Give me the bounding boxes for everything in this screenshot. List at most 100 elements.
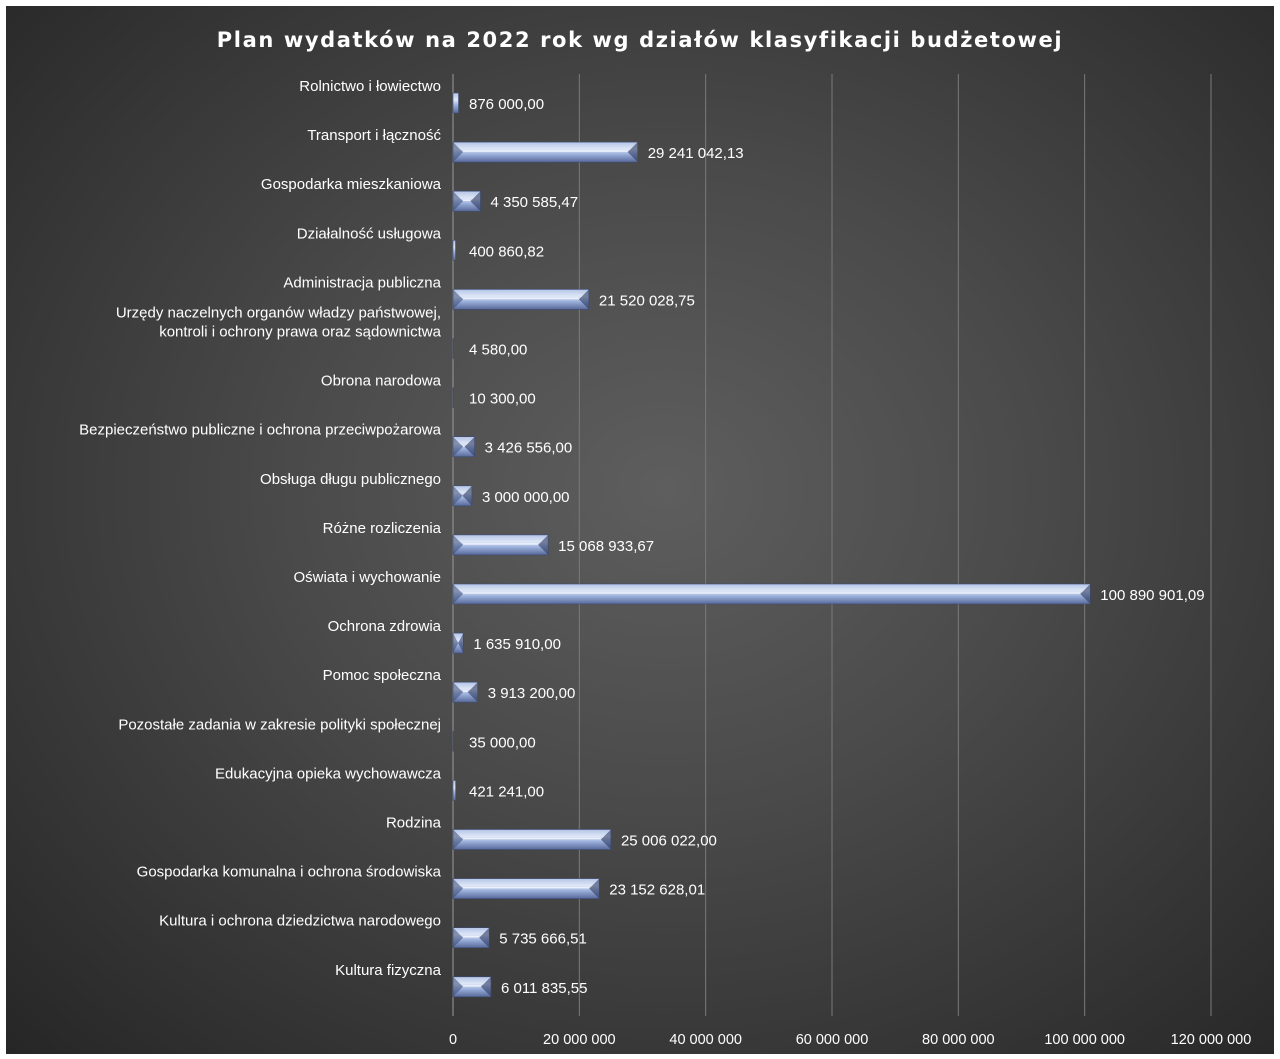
- bar-0: [452, 92, 459, 114]
- category-label-line: Ochrona zdrowia: [328, 618, 442, 635]
- category-label: Różne rozliczenia: [323, 520, 442, 537]
- category-label-line: Oświata i wychowanie: [293, 569, 441, 586]
- bar-bevel-left: [453, 534, 463, 555]
- bar-bevel-left: [453, 927, 463, 948]
- bar-bevel-left: [453, 682, 463, 703]
- category-label-line: Pomoc społeczna: [323, 667, 442, 684]
- bar-bevel-right: [600, 829, 611, 850]
- data-label: 1 635 910,00: [473, 636, 561, 653]
- data-label: 4 350 585,47: [490, 194, 578, 211]
- bar-9: [452, 534, 549, 556]
- category-label-line: Obsługa długu publicznego: [260, 471, 441, 488]
- x-tick-label: 0: [449, 1032, 457, 1048]
- x-tick-label: 100 000 000: [1044, 1032, 1125, 1048]
- category-label: Pomoc społeczna: [323, 667, 442, 684]
- category-label: Ochrona zdrowia: [328, 618, 442, 635]
- bar-bevel-right: [467, 682, 478, 703]
- bar-bevel-right: [538, 534, 549, 555]
- x-tick-label: 20 000 000: [543, 1032, 616, 1048]
- category-label-line: Pozostałe zadania w zakresie polityki sp…: [118, 716, 441, 733]
- category-label-line: Edukacyjna opieka wychowawcza: [215, 765, 442, 782]
- bar-bevel-right: [578, 289, 589, 310]
- data-label: 21 520 028,75: [599, 292, 695, 309]
- category-label-line: Gospodarka mieszkaniowa: [261, 176, 442, 193]
- bar-16: [452, 878, 600, 899]
- category-label: Kultura i ochrona dziedzictwa narodowego: [159, 913, 441, 930]
- data-label: 4 580,00: [469, 342, 527, 359]
- data-label: 3 000 000,00: [482, 489, 570, 506]
- data-label: 25 006 022,00: [621, 833, 717, 850]
- bar-bevel-right: [458, 633, 464, 654]
- bar-bevel-right: [462, 485, 472, 506]
- bar-13: [452, 730, 454, 752]
- x-tick-label: 40 000 000: [669, 1032, 742, 1048]
- data-label: 35 000,00: [469, 734, 536, 751]
- category-label-line: Gospodarka komunalna i ochrona środowisk…: [137, 864, 442, 881]
- category-label-line: Bezpieczeństwo publiczne i ochrona przec…: [79, 422, 442, 439]
- data-label: 10 300,00: [469, 391, 536, 408]
- data-label: 400 860,82: [469, 243, 544, 260]
- bar-6: [452, 387, 454, 408]
- data-label: 3 426 556,00: [485, 440, 573, 457]
- bar-bevel-left: [453, 976, 463, 997]
- bar-bevel-left: [453, 829, 463, 850]
- category-label: Urzędy naczelnych organów władzy państwo…: [116, 305, 442, 341]
- category-label-line: Urzędy naczelnych organów władzy państwo…: [116, 305, 441, 322]
- category-label: Gospodarka komunalna i ochrona środowisk…: [137, 864, 442, 881]
- bar-10: [452, 583, 1091, 605]
- bar-chart: 0 20 000 000 40 000 000 60 000 000 80 000 00…: [79, 74, 1252, 1048]
- x-tick-label: 80 000 000: [922, 1032, 995, 1048]
- data-label: 23 152 628,01: [609, 882, 705, 899]
- x-tick-label: 60 000 000: [796, 1032, 869, 1048]
- category-label-line: Rodzina: [386, 815, 442, 832]
- category-label: Obsługa długu publicznego: [260, 471, 441, 488]
- bar-bevel-right: [627, 142, 638, 163]
- chart-area: Plan wydatków na 2022 rok wg działów kla…: [6, 6, 1274, 1054]
- bar-bevel-left: [453, 878, 463, 899]
- category-label-line: Kultura fizyczna: [335, 962, 442, 979]
- data-label: 6 011 835,55: [501, 980, 587, 997]
- bar-bevel-right: [480, 976, 491, 997]
- bar-5: [452, 338, 454, 359]
- data-label: 421 241,00: [469, 783, 544, 800]
- bar-bevel-left: [453, 485, 463, 506]
- bar-1: [452, 141, 639, 163]
- data-label: 29 241 042,13: [648, 145, 744, 162]
- category-label: Gospodarka mieszkaniowa: [261, 176, 442, 193]
- category-label: Edukacyjna opieka wychowawcza: [215, 765, 442, 782]
- category-label-line: Działalność usługowa: [297, 225, 442, 242]
- chart-title: Plan wydatków na 2022 rok wg działów kla…: [216, 28, 1064, 52]
- category-label: Rodzina: [386, 815, 442, 832]
- bar-3: [452, 240, 456, 261]
- category-label-line: Rolnictwo i łowiectwo: [299, 78, 441, 95]
- category-label: Administracja publiczna: [283, 274, 441, 291]
- category-label: Transport i łączność: [307, 127, 441, 144]
- category-label: Kultura fizyczna: [335, 962, 442, 979]
- bar-bevel-left: [453, 584, 463, 604]
- x-tick-label: 120 000 000: [1171, 1032, 1252, 1048]
- category-label-line: Kultura i ochrona dziedzictwa narodowego: [159, 913, 441, 930]
- bar-bevel-left: [453, 142, 463, 163]
- category-label: Rolnictwo i łowiectwo: [299, 78, 441, 95]
- category-label: Działalność usługowa: [297, 225, 442, 242]
- category-label: Oświata i wychowanie: [293, 569, 441, 586]
- bar-bevel-right: [470, 191, 481, 212]
- bar-bevel-left: [453, 191, 463, 212]
- bar-14: [452, 780, 456, 801]
- data-label: 5 735 666,51: [499, 931, 587, 948]
- bar-bevel-left: [453, 289, 463, 310]
- data-label: 876 000,00: [469, 96, 544, 113]
- category-label-line: Transport i łączność: [307, 127, 441, 144]
- data-label: 100 890 901,09: [1100, 587, 1204, 604]
- category-label-line: Obrona narodowa: [321, 373, 442, 390]
- bar-4: [452, 289, 590, 310]
- category-label-line: Administracja publiczna: [283, 274, 441, 291]
- bar-bevel-right: [589, 878, 600, 899]
- category-label-line: kontroli i ochrony prawa oraz sądownictw…: [159, 324, 441, 341]
- category-label: Bezpieczeństwo publiczne i ochrona przec…: [79, 422, 442, 439]
- data-label: 3 913 200,00: [488, 685, 576, 702]
- data-label: 15 068 933,67: [558, 538, 654, 555]
- category-label: Pozostałe zadania w zakresie polityki sp…: [118, 716, 441, 733]
- bar-15: [452, 829, 612, 850]
- bar-bevel-right: [464, 436, 475, 457]
